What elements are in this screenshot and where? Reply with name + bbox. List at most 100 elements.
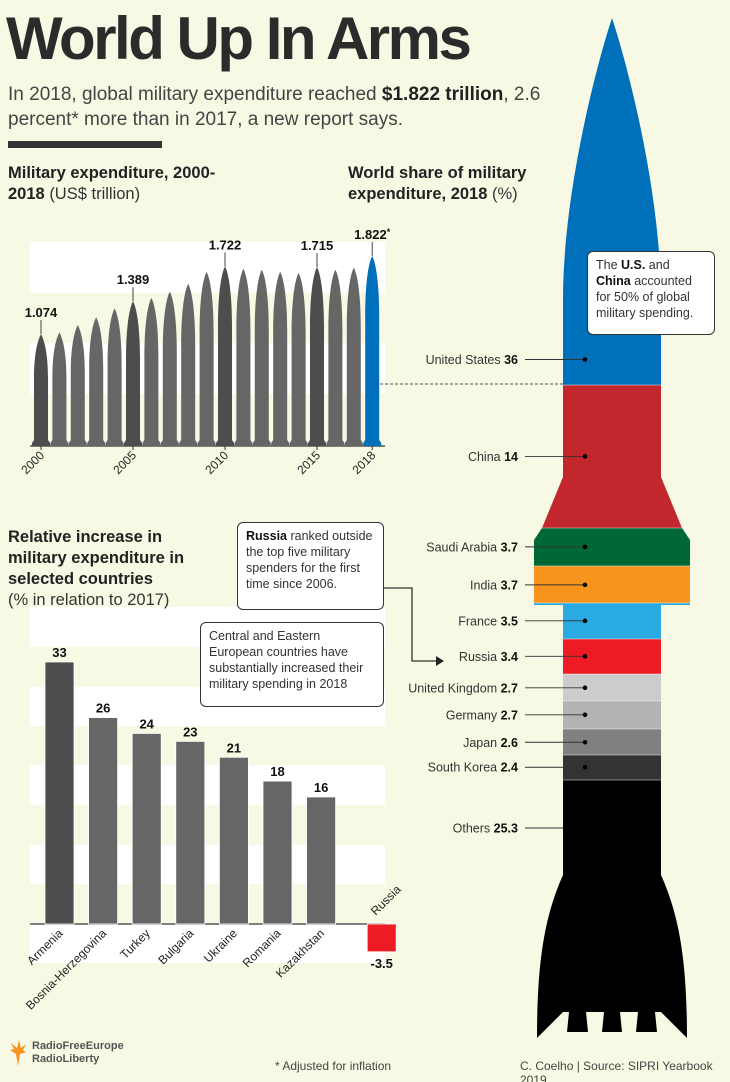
bar-Romania — [262, 780, 293, 925]
rocket-bar-2007 — [160, 291, 179, 446]
share-heading: World share of military expenditure, 201… — [348, 163, 553, 205]
value-label-Russia: -3.5 — [370, 956, 392, 971]
share-label-saudi-arabia: Saudi Arabia 3.7 — [426, 540, 518, 554]
leader-dot — [582, 582, 588, 588]
share-label-united-states: United States 36 — [426, 353, 518, 367]
bar-Armenia — [44, 661, 75, 925]
credit: C. Coelho | Source: SIPRI Yearbook 2019 — [520, 1059, 713, 1082]
rferl-logo: RadioFreeEurope RadioLiberty — [8, 1040, 124, 1066]
rocket-bar-2013 — [271, 271, 290, 446]
tick-label-2015: 2015 — [294, 448, 323, 477]
share-value: 36 — [504, 353, 518, 367]
asterisk: * — [387, 227, 391, 237]
share-label-japan: Japan 2.6 — [463, 736, 518, 750]
data-label-2015: 1.715 — [301, 238, 334, 253]
share-label-united-kingdom: United Kingdom 2.7 — [408, 681, 518, 695]
tick-label-2000: 2000 — [18, 448, 47, 477]
country-name: China — [468, 450, 504, 464]
share-value: 3.4 — [501, 650, 518, 664]
increase-heading-title: Relative increase in military expenditur… — [8, 528, 185, 588]
leader-dot — [582, 618, 588, 624]
leader-dot — [582, 764, 588, 770]
country-name: United Kingdom — [408, 681, 500, 695]
rocket-bar-2010 — [216, 266, 234, 446]
value-label-Armenia: 33 — [52, 645, 66, 660]
expenditure-heading-unit: (US$ trillion) — [49, 185, 141, 203]
bar-Bulgaria — [175, 740, 206, 925]
nozzle — [602, 1012, 622, 1032]
bar-Kazakhstan — [306, 796, 337, 925]
country-name: South Korea — [428, 761, 501, 775]
share-heading-title: World share of military expenditure, 201… — [348, 164, 527, 203]
country-name: Germany — [446, 708, 501, 722]
leader-dot — [582, 357, 588, 362]
russia-callout-arrow — [383, 587, 436, 662]
grid-band — [30, 923, 385, 963]
nozzle — [567, 1012, 588, 1032]
us-china-callout: The U.S. and China accounted for 50% of … — [587, 251, 715, 335]
page-title: World Up In Arms — [6, 5, 472, 72]
share-label-others: Others 25.3 — [453, 822, 518, 836]
data-label-2018: 1.822* — [354, 227, 391, 242]
leader-dot — [582, 544, 588, 550]
value-label-Turkey: 24 — [139, 716, 154, 731]
country-name: India — [470, 578, 501, 592]
country-name: France — [458, 614, 500, 628]
share-label-germany: Germany 2.7 — [446, 708, 518, 722]
cee-callout: Central and Eastern European countries h… — [200, 622, 384, 707]
share-value: 3.5 — [501, 614, 518, 628]
share-label-south-korea: South Korea 2.4 — [428, 761, 518, 775]
country-name: Japan — [463, 736, 501, 750]
value-label-Ukraine: 21 — [227, 740, 241, 755]
torch-icon — [10, 1040, 26, 1066]
share-heading-unit: (%) — [492, 185, 518, 203]
country-name: Saudi Arabia — [426, 540, 500, 554]
country-name: United States — [426, 353, 505, 367]
increase-heading: Relative increase in military expenditur… — [8, 527, 208, 611]
subtitle: In 2018, global military expenditure rea… — [8, 82, 568, 132]
data-label-2010: 1.722 — [209, 237, 242, 252]
value-label-Kazakhstan: 16 — [314, 780, 328, 795]
share-value: 3.7 — [501, 540, 518, 554]
rocket-bar-2000 — [32, 333, 50, 446]
nozzle — [636, 1012, 657, 1032]
leader-dot — [582, 712, 588, 718]
rocket-bar-2008 — [179, 283, 198, 446]
data-label-2005: 1.389 — [117, 272, 150, 287]
bar-Russia — [366, 923, 397, 953]
rocket-bar-2014 — [289, 272, 308, 446]
share-label-russia: Russia 3.4 — [459, 650, 518, 664]
subtitle-text: In 2018, global military expenditure rea… — [8, 84, 382, 105]
expenditure-heading: Military expenditure, 2000-2018 (US$ tri… — [8, 163, 228, 205]
share-labels: United States 36 China 14 Saudi Arabia 3.7… — [408, 353, 588, 836]
footnote: * Adjusted for inflation — [275, 1059, 392, 1073]
share-value: 2.7 — [501, 681, 518, 695]
share-label-china: China 14 — [468, 450, 518, 464]
rocket-bar-2015 — [308, 267, 326, 446]
arrow-head-icon — [436, 656, 444, 666]
rocket-bar-2018 — [363, 255, 382, 446]
data-label-2000: 1.074 — [25, 305, 58, 320]
rocket-bar-2006 — [142, 297, 161, 446]
tick-label-2005: 2005 — [110, 448, 139, 477]
rocket-bar-2016 — [326, 269, 345, 446]
share-segment-others — [534, 780, 690, 1038]
subtitle-total: $1.822 trillion — [381, 84, 504, 105]
share-value: 14 — [504, 450, 518, 464]
leader-dot — [582, 654, 588, 659]
divider — [8, 141, 162, 148]
share-label-france: France 3.5 — [458, 614, 518, 628]
share-value: 2.6 — [501, 736, 518, 750]
russia-callout: Russia ranked outside the top five milit… — [237, 522, 384, 610]
leader-dot — [582, 454, 588, 459]
leader-dot — [582, 685, 588, 691]
rocket-bar-2004 — [105, 308, 124, 446]
share-value: 2.4 — [501, 761, 518, 775]
bar-Turkey — [131, 733, 162, 925]
rocket-bar-2003 — [87, 317, 106, 446]
category-label-Russia: Russia — [368, 882, 404, 918]
value-label-Bosnia-Herzegovina: 26 — [96, 701, 110, 716]
rocket-bar-2017 — [344, 267, 363, 446]
rocket-bar-2009 — [197, 271, 216, 446]
